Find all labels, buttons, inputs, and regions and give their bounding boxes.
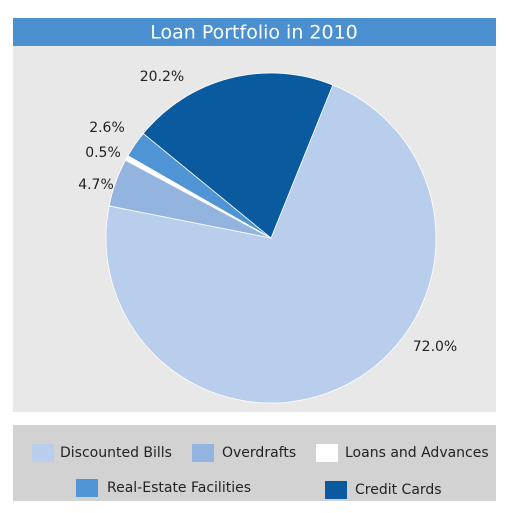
legend-label: Overdrafts xyxy=(222,445,296,461)
data-label: 2.6% xyxy=(89,120,125,136)
legend-label: Discounted Bills xyxy=(60,445,172,461)
title-bar xyxy=(13,18,496,46)
chart-title: Loan Portfolio in 2010 xyxy=(150,22,358,44)
legend-swatch xyxy=(325,481,347,499)
data-label: 0.5% xyxy=(85,145,121,161)
legend-label: Loans and Advances xyxy=(345,445,489,461)
data-label: 4.7% xyxy=(78,177,114,193)
legend-swatch xyxy=(32,444,54,462)
legend-swatch xyxy=(76,479,98,497)
pie-slice xyxy=(105,84,437,404)
data-label: 72.0% xyxy=(413,339,457,355)
data-label: 20.2% xyxy=(140,69,184,85)
legend-swatch xyxy=(192,444,214,462)
legend-label: Credit Cards xyxy=(355,482,442,498)
pie-slice xyxy=(142,72,334,239)
legend-label: Real-Estate Facilities xyxy=(107,480,251,496)
legend-swatch xyxy=(316,444,338,462)
